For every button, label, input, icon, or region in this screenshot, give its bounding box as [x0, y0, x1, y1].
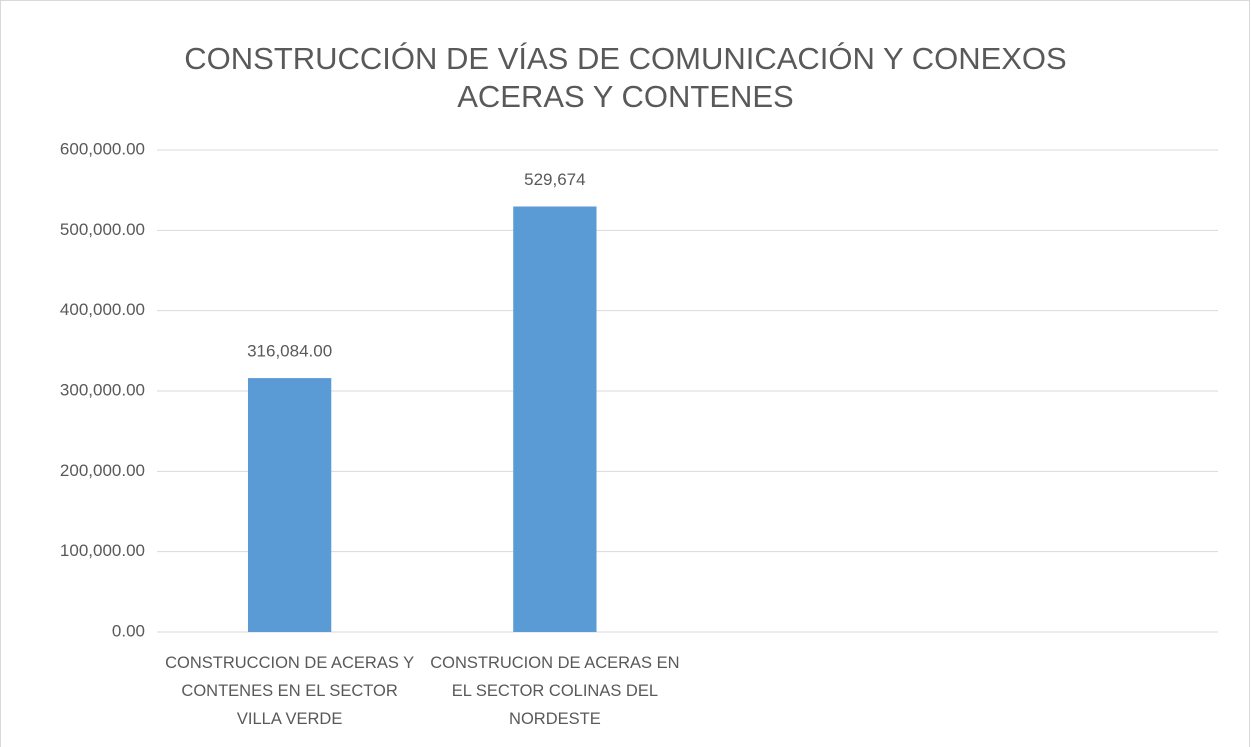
- y-tick-label: 0.00: [112, 621, 145, 640]
- y-tick-label: 200,000.00: [60, 461, 145, 480]
- y-tick-label: 400,000.00: [60, 300, 145, 319]
- x-tick-label: CONSTRUCION DE ACERAS EN EL SECTOR COLIN…: [430, 654, 680, 728]
- y-tick-label: 600,000.00: [60, 139, 145, 158]
- bar: [513, 206, 597, 632]
- y-tick-label: 500,000.00: [60, 220, 145, 239]
- chart-title: CONSTRUCCIÓN DE VÍAS DE COMUNICACIÓN Y C…: [184, 41, 1067, 114]
- y-tick-label: 300,000.00: [60, 380, 145, 399]
- bar: [247, 378, 332, 632]
- y-tick-label: 100,000.00: [60, 541, 145, 560]
- data-label: 529,674: [524, 170, 585, 189]
- x-tick-label: CONSTRUCCION DE ACERAS Y CONTENES EN EL …: [165, 654, 415, 728]
- data-label: 316,084.00: [247, 342, 332, 361]
